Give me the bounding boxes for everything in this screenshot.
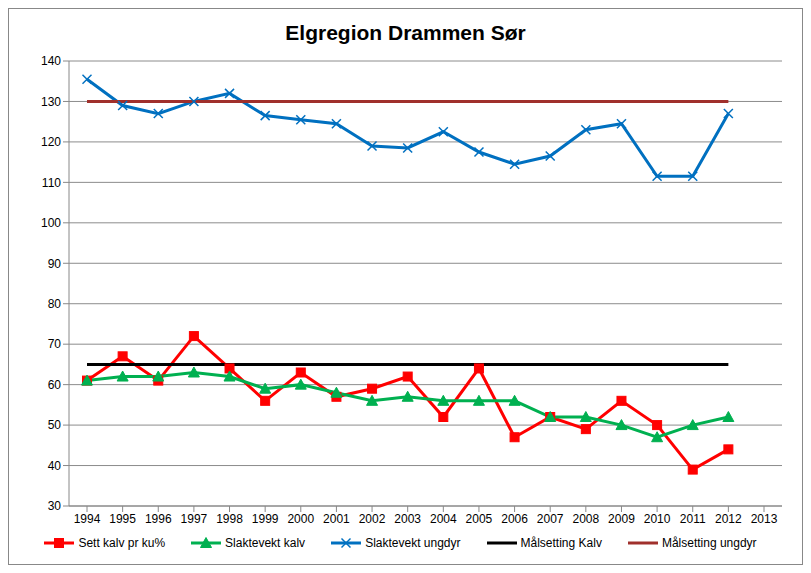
html-text:Elgregion Drammen Sør: Elgregion Drammen Sør: [285, 21, 526, 44]
svg-text:2011: 2011: [680, 512, 706, 526]
svg-text:40: 40: [48, 459, 62, 473]
svg-text:1998: 1998: [216, 512, 243, 526]
svg-text:90: 90: [48, 257, 62, 271]
svg-text:2008: 2008: [572, 512, 599, 526]
html-text:Målsetting ungdyr: Målsetting ungdyr: [661, 536, 757, 550]
html-text:Slaktevekt ungdyr: Slaktevekt ungdyr: [365, 536, 461, 550]
svg-text:1994: 1994: [74, 512, 101, 526]
svg-text:2005: 2005: [466, 512, 493, 526]
svg-text:2007: 2007: [537, 512, 564, 526]
svg-text:1995: 1995: [109, 512, 136, 526]
html-text:Målsetting Kalv: Målsetting Kalv: [520, 536, 602, 550]
svg-text:60: 60: [48, 378, 62, 392]
html-text:Slaktevekt kalv: Slaktevekt kalv: [225, 536, 306, 550]
svg-text:110: 110: [42, 176, 61, 190]
svg-text:2004: 2004: [430, 512, 457, 526]
svg-text:1996: 1996: [145, 512, 172, 526]
svg-text:2002: 2002: [359, 512, 386, 526]
svg-text:2010: 2010: [644, 512, 671, 526]
svg-text:80: 80: [48, 297, 62, 311]
svg-text:2013: 2013: [751, 512, 778, 526]
svg-text:2009: 2009: [608, 512, 635, 526]
svg-text:2006: 2006: [501, 512, 528, 526]
svg-text:140: 140: [41, 54, 61, 68]
svg-text:2003: 2003: [394, 512, 421, 526]
svg-text:30: 30: [48, 499, 62, 513]
svg-text:1999: 1999: [252, 512, 279, 526]
svg-text:2000: 2000: [287, 512, 314, 526]
svg-text:100: 100: [41, 216, 61, 230]
svg-text:2012: 2012: [715, 512, 742, 526]
svg-text:120: 120: [41, 135, 61, 149]
svg-text:50: 50: [48, 418, 62, 432]
svg-text:130: 130: [41, 95, 61, 109]
svg-text:2001: 2001: [323, 512, 350, 526]
svg-text:1997: 1997: [181, 512, 208, 526]
svg-text:70: 70: [48, 337, 62, 351]
html-text:Sett kalv pr ku%: Sett kalv pr ku%: [78, 536, 166, 550]
